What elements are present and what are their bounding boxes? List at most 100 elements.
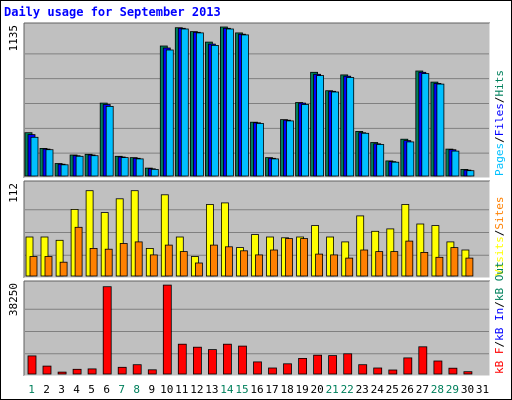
legend-entry: / [493, 341, 506, 348]
x-tick-label: 29 [446, 383, 459, 396]
bar-visits-day-5 [85, 190, 94, 277]
bar-kbytes-f-day-1 [27, 355, 37, 375]
bar-pages-day-10 [165, 49, 174, 177]
bar-kbytes-f-day-26 [403, 357, 413, 375]
bar-kbytes-f-day-4 [72, 368, 82, 375]
bar-sites-day-27 [420, 251, 429, 277]
bar-sites-day-1 [29, 256, 38, 277]
x-tick-label: 9 [148, 383, 155, 396]
bar-sites-day-10 [164, 244, 173, 277]
y-max-label: 112 [7, 183, 20, 203]
x-tick-label: 25 [386, 383, 399, 396]
x-tick-label: 20 [310, 383, 323, 396]
bar-sites-day-28 [435, 256, 444, 277]
x-tick-label: 15 [235, 383, 248, 396]
x-tick-label: 23 [356, 383, 369, 396]
bar-kbytes-f-day-30 [463, 371, 473, 375]
bar-pages-day-1 [30, 136, 39, 177]
bar-sites-day-15 [240, 250, 248, 277]
x-tick-label: 10 [160, 383, 173, 396]
bar-visits-day-3 [55, 239, 64, 277]
bar-sites-day-14 [224, 246, 233, 277]
x-tick-label: 12 [190, 383, 203, 396]
bar-pages-day-12 [195, 32, 204, 177]
legend-entry: Visits [493, 236, 506, 276]
bar-visits-day-23 [356, 215, 365, 277]
x-tick-label: 28 [431, 383, 444, 396]
bar-kbytes-f-day-3 [57, 371, 67, 375]
bar-pages-day-15 [241, 34, 249, 177]
bar-pages-day-20 [316, 75, 325, 177]
legend-entry: Files [493, 103, 506, 136]
bar-pages-day-5 [90, 155, 99, 177]
bar-kbytes-f-day-18 [283, 363, 292, 375]
x-tick-label: 16 [250, 383, 263, 396]
legend-entry: kB F [493, 348, 506, 375]
bar-pages-day-19 [301, 104, 310, 177]
x-tick-label: 3 [58, 383, 65, 396]
bar-visits-day-28 [431, 225, 440, 277]
bar-visits-day-26 [401, 204, 410, 277]
bar-pages-day-18 [286, 120, 294, 177]
bar-sites-day-16 [255, 254, 263, 277]
bar-pages-day-28 [436, 83, 445, 177]
bar-pages-day-26 [406, 141, 415, 177]
bar-sites-day-29 [450, 247, 459, 277]
bar-pages-day-9 [150, 168, 159, 177]
bar-pages-day-29 [451, 150, 460, 177]
legend-entry: kB In [493, 308, 506, 341]
legend-entry: / [493, 301, 506, 308]
legend-entry: kB Out [493, 261, 506, 301]
bar-visits-day-6 [100, 212, 109, 277]
bar-sites-day-23 [360, 249, 369, 277]
bar-pages-day-14 [225, 28, 234, 177]
bar-sites-day-8 [134, 241, 143, 277]
bar-pages-day-25 [391, 161, 400, 177]
bar-sites-day-26 [405, 240, 414, 277]
bar-pages-day-27 [421, 73, 430, 177]
bar-sites-day-22 [345, 257, 354, 277]
bar-kbytes-f-day-15 [238, 345, 247, 375]
bar-sites-day-11 [179, 251, 188, 277]
legend-entry: / [493, 230, 506, 237]
x-tick-label: 27 [416, 383, 429, 396]
bar-kbytes-f-day-19 [298, 357, 308, 375]
bar-pages-day-17 [271, 158, 279, 177]
legend-entry: / [493, 136, 506, 143]
x-tick-label: 22 [341, 383, 354, 396]
legend-entry: Pages [493, 143, 506, 176]
legend-entry: / [493, 97, 506, 104]
bar-kbytes-f-day-20 [313, 354, 323, 375]
bar-kbytes-f-day-12 [192, 346, 202, 375]
bar-pages-day-21 [331, 91, 340, 177]
x-tick-label: 11 [175, 383, 188, 396]
bar-pages-day-3 [60, 164, 69, 177]
bar-kbytes-f-day-21 [328, 355, 338, 375]
bar-pages-day-7 [120, 157, 129, 177]
x-tick-label: 7 [118, 383, 125, 396]
bar-sites-day-12 [194, 262, 203, 277]
bar-kbytes-f-day-29 [448, 367, 458, 375]
bar-visits-day-7 [115, 198, 124, 277]
bar-kbytes-f-day-7 [117, 366, 127, 375]
legend: Visits/Sites [493, 197, 506, 277]
bar-pages-day-8 [135, 158, 144, 177]
bar-kbytes-f-day-14 [222, 343, 232, 375]
bar-pages-day-11 [180, 28, 189, 177]
x-tick-label: 30 [461, 383, 474, 396]
bar-visits-day-14 [220, 202, 229, 277]
bar-sites-day-24 [375, 251, 384, 277]
bar-pages-day-16 [256, 123, 264, 177]
bar-sites-day-9 [149, 254, 158, 277]
bar-sites-day-20 [315, 253, 324, 277]
legend-entry: Hits [493, 70, 506, 97]
x-tick-label: 13 [205, 383, 218, 396]
bar-kbytes-f-day-16 [253, 361, 262, 375]
bar-visits-day-13 [205, 204, 214, 277]
bar-kbytes-f-day-2 [42, 365, 52, 375]
bar-visits-day-10 [160, 194, 169, 277]
bar-kbytes-f-day-6 [102, 286, 112, 375]
bar-sites-day-4 [74, 226, 83, 277]
bar-sites-day-30 [465, 257, 474, 277]
x-tick-label: 5 [88, 383, 95, 396]
